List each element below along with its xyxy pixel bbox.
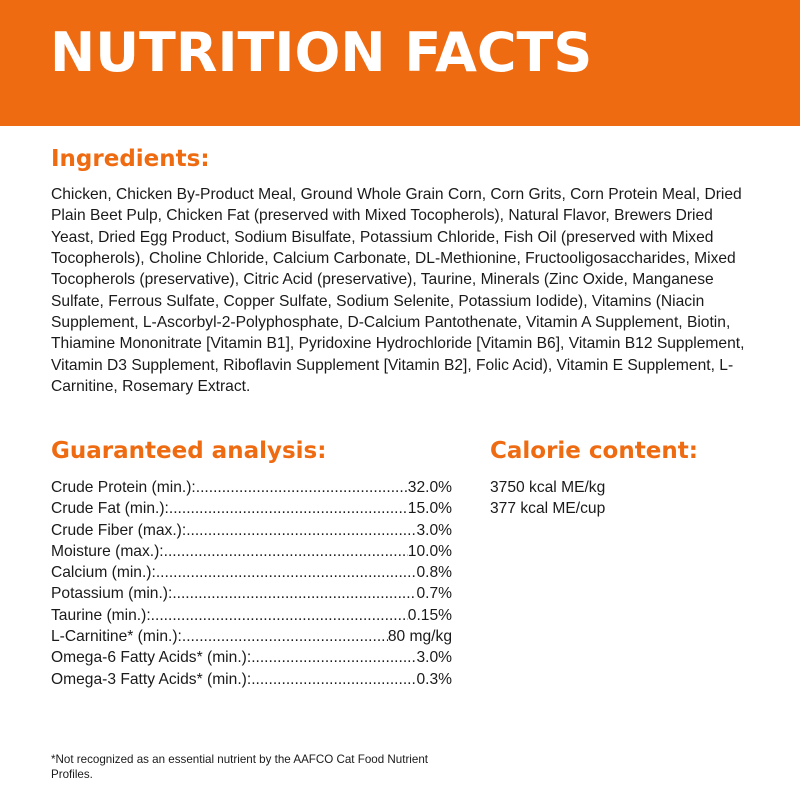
analysis-label: Calcium (min.): bbox=[51, 564, 156, 582]
calorie-content-list: 3750 kcal ME/kg 377 kcal ME/cup bbox=[490, 477, 605, 520]
analysis-label: Crude Fat (min.): bbox=[51, 500, 169, 518]
dot-leader bbox=[164, 541, 408, 562]
dot-leader bbox=[182, 626, 388, 647]
dot-leader bbox=[196, 477, 408, 498]
page-title: NUTRITION FACTS bbox=[50, 21, 593, 84]
guaranteed-analysis-table: Crude Protein (min.): 32.0% Crude Fat (mi… bbox=[51, 477, 452, 690]
dot-leader bbox=[169, 498, 408, 519]
dot-leader bbox=[251, 647, 416, 668]
analysis-value: 0.8% bbox=[416, 564, 452, 582]
dot-leader bbox=[172, 583, 416, 604]
analysis-value: 32.0% bbox=[407, 479, 452, 496]
analysis-row: Crude Protein (min.): 32.0% bbox=[51, 477, 452, 498]
header-banner: NUTRITION FACTS bbox=[0, 0, 800, 126]
analysis-label: Moisture (max.): bbox=[51, 542, 164, 560]
analysis-row: Taurine (min.): 0.15% bbox=[51, 605, 452, 626]
ingredients-list: Chicken, Chicken By-Product Meal, Ground… bbox=[51, 186, 745, 396]
footnote: *Not recognized as an essential nutrient… bbox=[51, 753, 428, 781]
dot-leader bbox=[186, 520, 416, 541]
dot-leader bbox=[156, 562, 417, 583]
analysis-value: 10.0% bbox=[407, 542, 452, 560]
analysis-value: 3.0% bbox=[416, 649, 452, 667]
analysis-label: Taurine (min.): bbox=[51, 606, 151, 624]
analysis-value: 80 mg/kg bbox=[387, 628, 452, 646]
analysis-value: 0.3% bbox=[416, 670, 452, 688]
calorie-line: 3750 kcal ME/kg bbox=[490, 479, 606, 496]
calorie-line: 377 kcal ME/cup bbox=[490, 500, 606, 518]
analysis-label: Omega-6 Fatty Acids* (min.): bbox=[51, 649, 252, 667]
analysis-label: Crude Protein (min.): bbox=[51, 479, 196, 496]
analysis-row: Crude Fiber (max.): 3.0% bbox=[51, 520, 452, 541]
dot-leader bbox=[251, 669, 416, 690]
analysis-value: 0.7% bbox=[416, 585, 452, 603]
analysis-value: 3.0% bbox=[416, 521, 452, 539]
analysis-row: Moisture (max.): 10.0% bbox=[51, 541, 452, 562]
ingredients-heading: Ingredients: bbox=[51, 146, 210, 172]
analysis-row: Potassium (min.): 0.7% bbox=[51, 583, 452, 604]
analysis-row: Omega-6 Fatty Acids* (min.): 3.0% bbox=[51, 647, 452, 668]
analysis-row: L-Carnitine* (min.): 80 mg/kg bbox=[51, 626, 452, 647]
analysis-label: L-Carnitine* (min.): bbox=[51, 628, 182, 646]
analysis-row: Omega-3 Fatty Acids* (min.): 0.3% bbox=[51, 669, 452, 690]
analysis-row: Crude Fat (min.): 15.0% bbox=[51, 498, 452, 519]
guaranteed-analysis-heading: Guaranteed analysis: bbox=[51, 438, 327, 464]
analysis-value: 15.0% bbox=[407, 500, 452, 518]
analysis-value: 0.15% bbox=[407, 606, 452, 624]
calorie-content-heading: Calorie content: bbox=[490, 438, 698, 464]
analysis-label: Potassium (min.): bbox=[51, 585, 173, 603]
analysis-row: Calcium (min.): 0.8% bbox=[51, 562, 452, 583]
dot-leader bbox=[151, 605, 408, 626]
analysis-label: Crude Fiber (max.): bbox=[51, 521, 187, 539]
analysis-label: Omega-3 Fatty Acids* (min.): bbox=[51, 670, 252, 688]
